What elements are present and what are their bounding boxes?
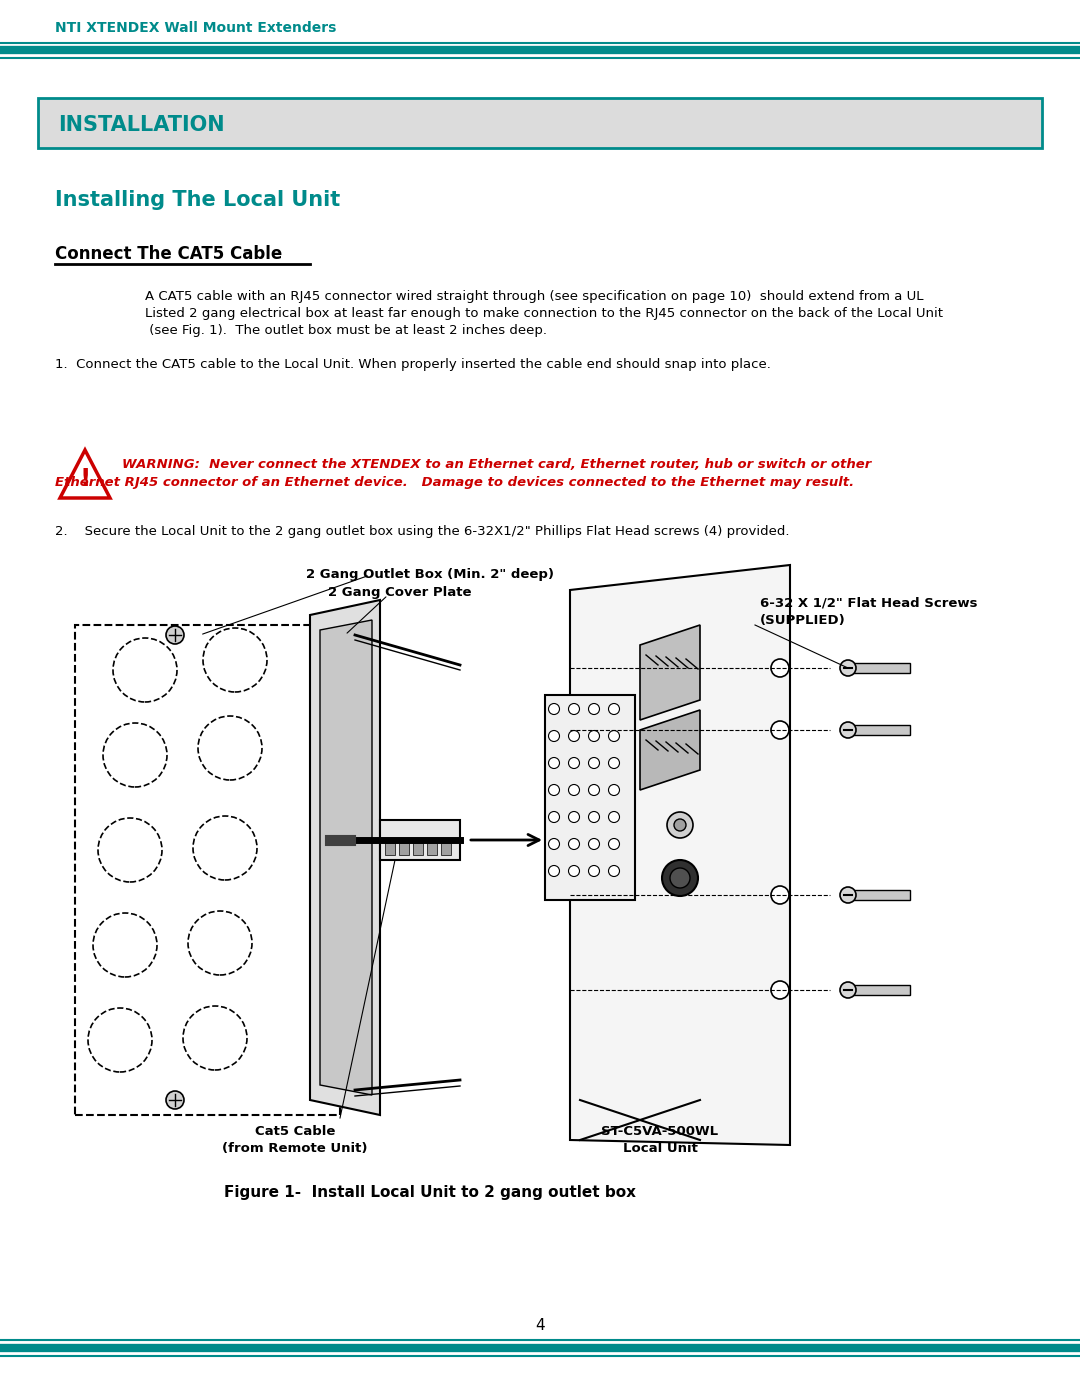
Circle shape [840, 722, 856, 738]
Text: !: ! [79, 467, 91, 490]
Text: ST-C5VA-500WL: ST-C5VA-500WL [602, 1125, 718, 1139]
Circle shape [568, 838, 580, 849]
Circle shape [103, 724, 167, 787]
Circle shape [98, 819, 162, 882]
Text: (from Remote Unit): (from Remote Unit) [222, 1141, 368, 1155]
Bar [845, 890, 910, 900]
Circle shape [589, 866, 599, 876]
Circle shape [589, 704, 599, 714]
Circle shape [667, 812, 693, 838]
Circle shape [771, 981, 789, 999]
Circle shape [198, 717, 262, 780]
Circle shape [549, 812, 559, 823]
Circle shape [549, 731, 559, 742]
Circle shape [568, 704, 580, 714]
Text: Installing The Local Unit: Installing The Local Unit [55, 190, 340, 210]
Bar [413, 842, 423, 855]
Circle shape [608, 757, 620, 768]
Bar [845, 725, 910, 735]
Circle shape [608, 838, 620, 849]
Circle shape [549, 704, 559, 714]
Text: INSTALLATION: INSTALLATION [58, 115, 225, 136]
Circle shape [568, 757, 580, 768]
Circle shape [662, 861, 698, 895]
Bar [545, 694, 635, 900]
Circle shape [589, 838, 599, 849]
Circle shape [183, 1006, 247, 1070]
Text: 6-32 X 1/2" Flat Head Screws: 6-32 X 1/2" Flat Head Screws [760, 597, 977, 609]
Text: NTI XTENDEX Wall Mount Extenders: NTI XTENDEX Wall Mount Extenders [55, 21, 336, 35]
Text: Local Unit: Local Unit [622, 1141, 698, 1155]
Circle shape [549, 838, 559, 849]
Text: Ethernet RJ45 connector of an Ethernet device.   Damage to devices connected to : Ethernet RJ45 connector of an Ethernet d… [55, 476, 854, 489]
Circle shape [589, 812, 599, 823]
Circle shape [549, 785, 559, 795]
Bar [75, 624, 340, 1115]
Circle shape [93, 914, 157, 977]
Circle shape [608, 866, 620, 876]
Text: Figure 1-  Install Local Unit to 2 gang outlet box: Figure 1- Install Local Unit to 2 gang o… [224, 1185, 636, 1200]
Polygon shape [640, 710, 700, 789]
Circle shape [188, 911, 252, 975]
Text: 2 Gang Outlet Box (Min. 2" deep): 2 Gang Outlet Box (Min. 2" deep) [306, 569, 554, 581]
Text: Connect The CAT5 Cable: Connect The CAT5 Cable [55, 244, 282, 263]
Circle shape [608, 704, 620, 714]
Bar [441, 842, 451, 855]
Circle shape [549, 866, 559, 876]
Text: A CAT5 cable with an RJ45 connector wired straight through (see specification on: A CAT5 cable with an RJ45 connector wire… [145, 291, 923, 303]
Circle shape [589, 757, 599, 768]
Bar [399, 842, 409, 855]
Polygon shape [320, 620, 372, 1095]
Polygon shape [570, 564, 789, 1146]
Text: Listed 2 gang electrical box at least far enough to make connection to the RJ45 : Listed 2 gang electrical box at least fa… [145, 307, 943, 320]
Circle shape [113, 638, 177, 703]
Circle shape [840, 887, 856, 902]
Circle shape [589, 731, 599, 742]
Circle shape [771, 886, 789, 904]
Circle shape [166, 1091, 184, 1109]
Polygon shape [60, 450, 110, 497]
Circle shape [670, 868, 690, 888]
Text: 4: 4 [536, 1317, 544, 1333]
Circle shape [771, 721, 789, 739]
Text: 2.    Secure the Local Unit to the 2 gang outlet box using the 6-32X1/2" Phillip: 2. Secure the Local Unit to the 2 gang o… [55, 525, 789, 538]
Bar [845, 985, 910, 995]
Polygon shape [310, 599, 380, 1115]
Circle shape [608, 812, 620, 823]
Circle shape [840, 982, 856, 997]
Polygon shape [640, 624, 700, 719]
Text: WARNING:  Never connect the XTENDEX to an Ethernet card, Ethernet router, hub or: WARNING: Never connect the XTENDEX to an… [122, 458, 872, 471]
Circle shape [568, 785, 580, 795]
Text: (see Fig. 1).  The outlet box must be at least 2 inches deep.: (see Fig. 1). The outlet box must be at … [145, 324, 546, 337]
Text: (SUPPLIED): (SUPPLIED) [760, 615, 846, 627]
Bar [845, 664, 910, 673]
Circle shape [840, 659, 856, 676]
Circle shape [568, 866, 580, 876]
Bar [384, 842, 395, 855]
Circle shape [608, 731, 620, 742]
Circle shape [589, 785, 599, 795]
FancyBboxPatch shape [38, 98, 1042, 148]
Circle shape [166, 626, 184, 644]
Circle shape [568, 812, 580, 823]
Circle shape [608, 785, 620, 795]
Circle shape [87, 1009, 152, 1071]
Circle shape [193, 816, 257, 880]
Circle shape [549, 757, 559, 768]
Circle shape [674, 819, 686, 831]
Circle shape [771, 659, 789, 678]
Text: Cat5 Cable: Cat5 Cable [255, 1125, 335, 1139]
Circle shape [203, 629, 267, 692]
Bar [427, 842, 437, 855]
Text: 2 Gang Cover Plate: 2 Gang Cover Plate [328, 585, 472, 599]
Bar [380, 820, 460, 861]
Circle shape [568, 731, 580, 742]
Text: 1.  Connect the CAT5 cable to the Local Unit. When properly inserted the cable e: 1. Connect the CAT5 cable to the Local U… [55, 358, 771, 372]
